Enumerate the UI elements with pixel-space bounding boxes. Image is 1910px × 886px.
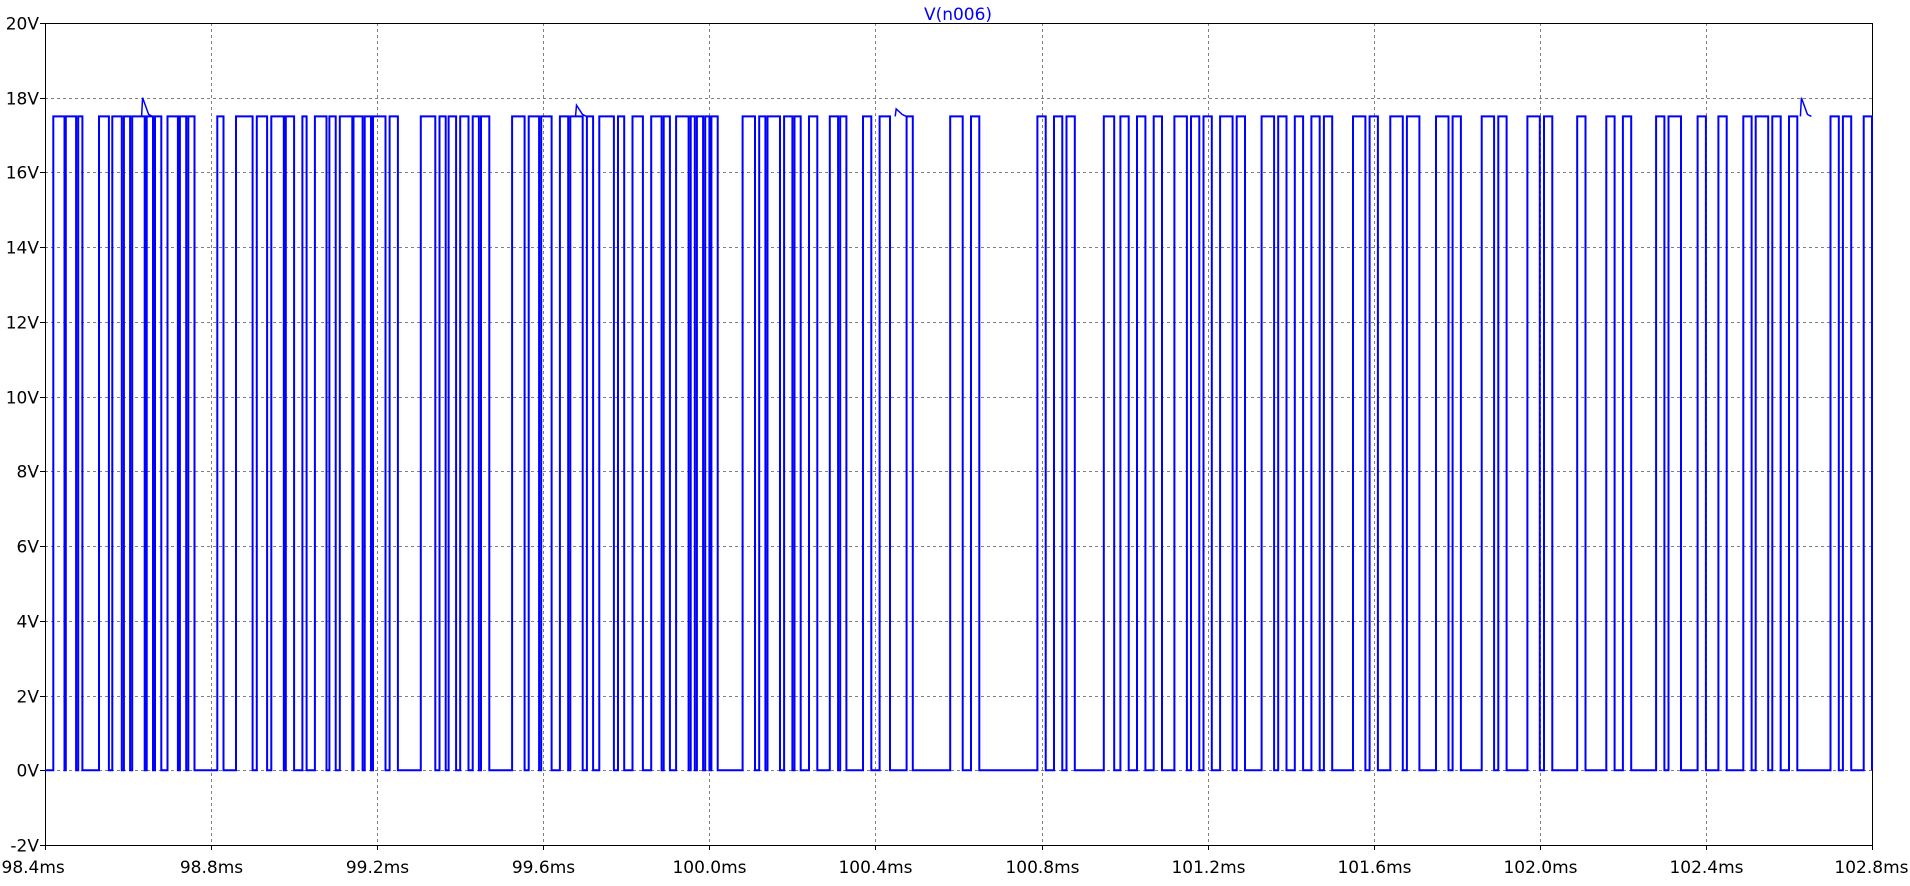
x-tick-label: 100.4ms (838, 858, 912, 878)
chart-title: V(n006) (924, 5, 992, 25)
grid-lines (45, 23, 1872, 845)
y-tick-label: 6V (17, 538, 40, 558)
x-tick-label: 101.6ms (1337, 858, 1411, 878)
x-tick-label: 102.0ms (1503, 858, 1577, 878)
overshoot-spike (140, 97, 153, 118)
y-tick-label: 0V (17, 762, 40, 782)
y-tick-label: 14V (6, 239, 40, 259)
x-tick-label: 102.4ms (1669, 858, 1743, 878)
overshoot-spike (1799, 97, 1812, 118)
y-tick-label: -2V (10, 837, 39, 857)
series-layer (45, 97, 1873, 772)
x-tick-label: 100.8ms (1005, 858, 1079, 878)
overshoot-spike (894, 107, 907, 118)
x-tick-label: 100.0ms (672, 858, 746, 878)
x-tick-label: 99.6ms (512, 858, 575, 878)
x-tick-label: 98.4ms (2, 858, 65, 878)
y-tick-label: 18V (6, 90, 40, 110)
y-tick-label: 4V (17, 613, 40, 633)
y-tick-label: 8V (17, 463, 40, 483)
y-tick-label: 16V (6, 164, 40, 184)
plot-frame (45, 23, 1873, 846)
y-tick-label: 20V (6, 15, 40, 35)
series-line (45, 115, 1873, 772)
axis-ticks: -2V 0V 2V 4V 6V 8V 10V 12V 14V 16V 18V 20V 98.4ms 98.… (2, 15, 1909, 879)
x-tick-label: 101.2ms (1171, 858, 1245, 878)
x-tick-label: 99.2ms (346, 858, 409, 878)
x-tick-label: 98.8ms (180, 858, 243, 878)
overshoot-spike (574, 102, 587, 118)
y-tick-label: 10V (6, 389, 40, 409)
x-tick-label: 102.8ms (1834, 858, 1908, 878)
y-tick-label: 12V (6, 314, 40, 334)
y-tick-label: 2V (17, 688, 40, 708)
